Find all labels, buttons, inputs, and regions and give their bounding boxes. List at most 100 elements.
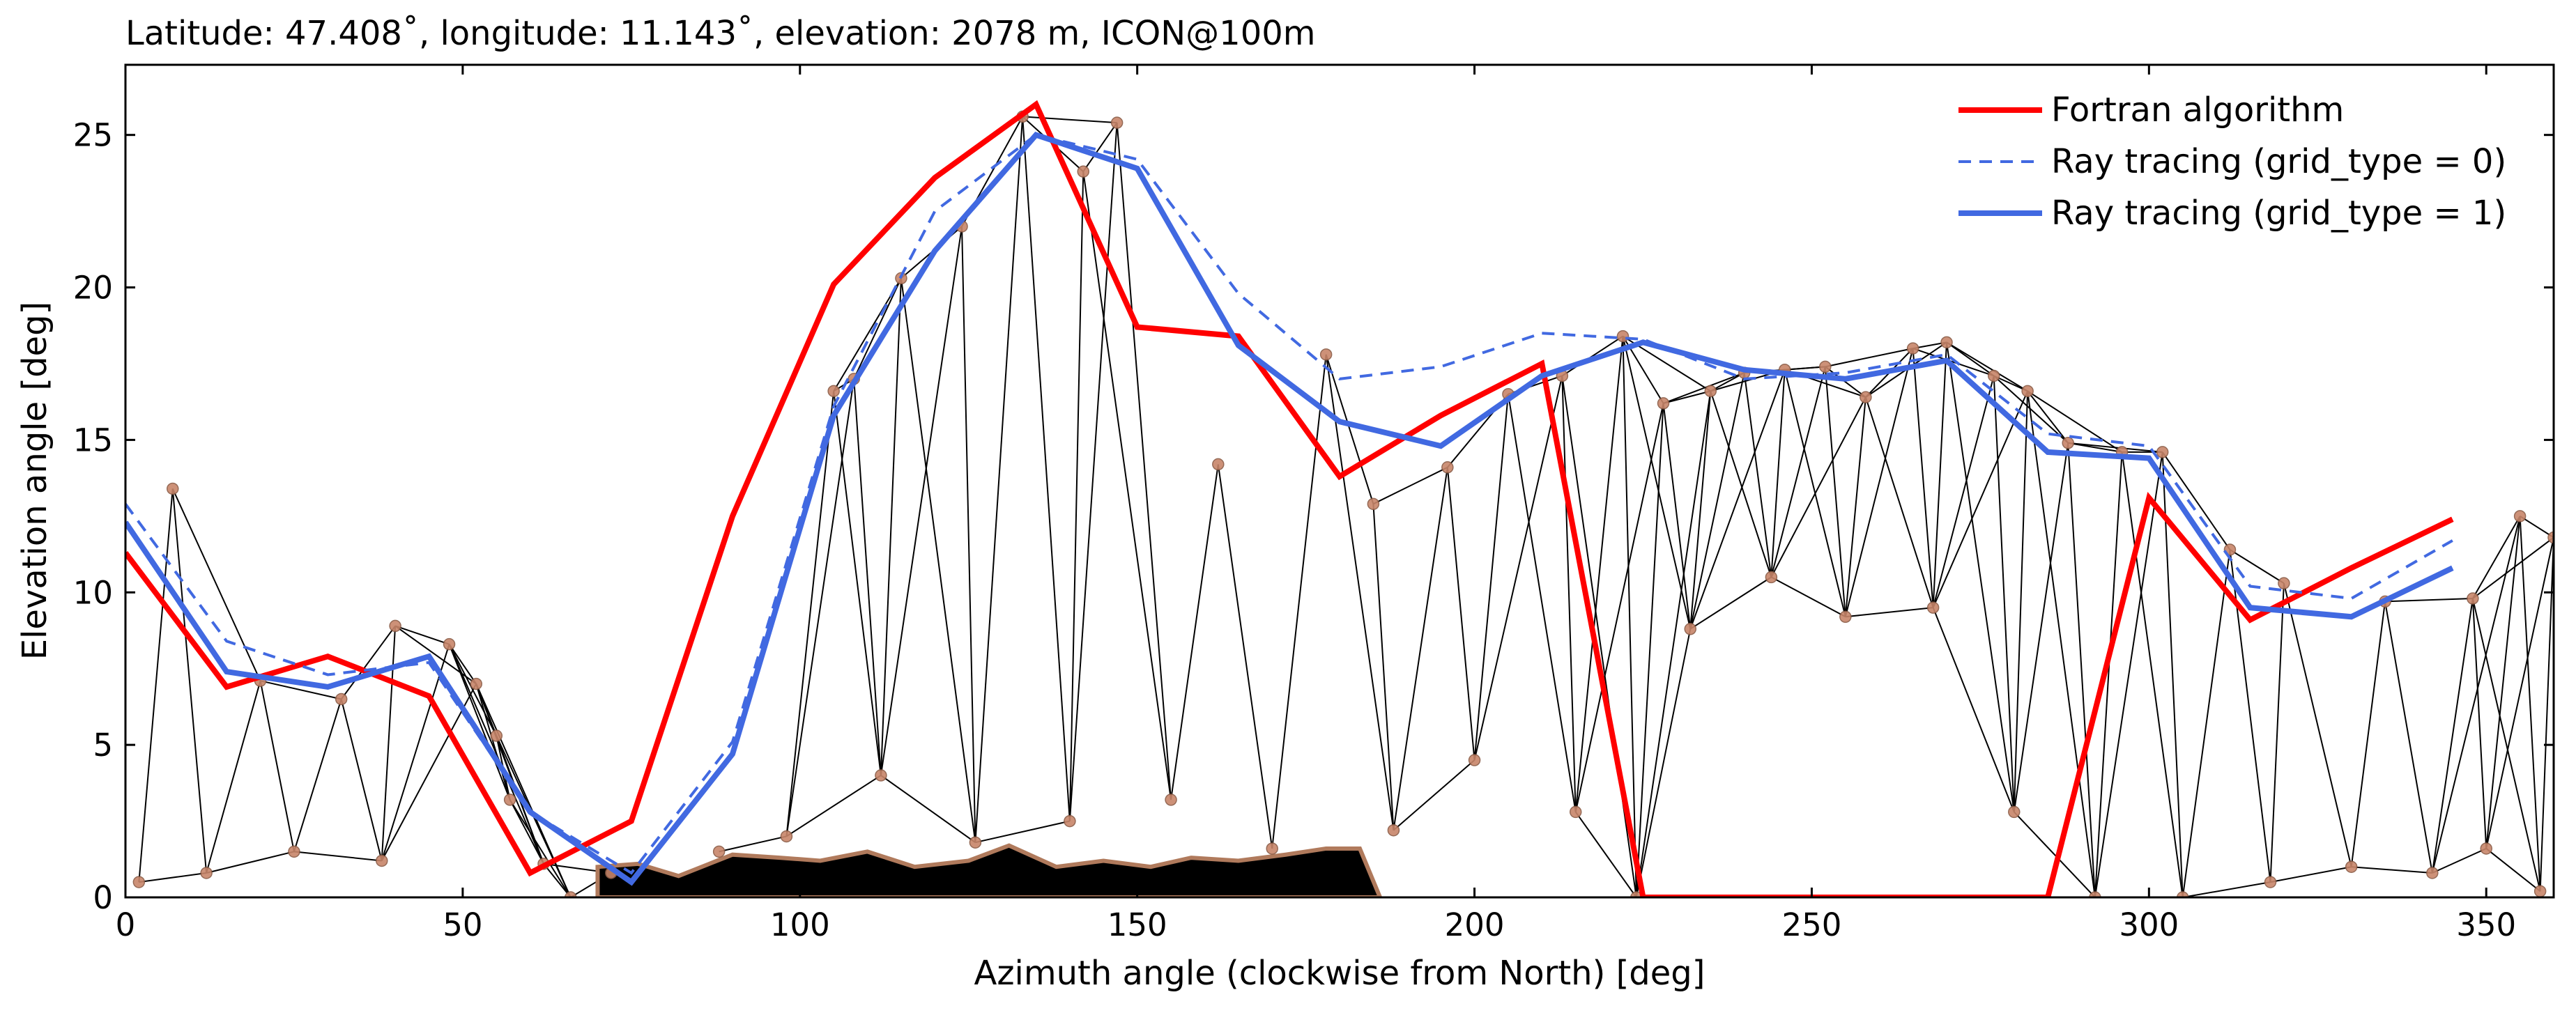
terrain-vertex (389, 619, 401, 633)
terrain-edge (293, 851, 382, 862)
terrain-edge (2014, 811, 2096, 897)
terrain-edge (1635, 391, 1712, 897)
terrain-edge (1844, 397, 1866, 617)
terrain-edge (2471, 516, 2521, 599)
terrain-edge (1663, 390, 1711, 404)
terrain-edge (1068, 123, 1118, 821)
terrain-vertex (1441, 461, 1454, 474)
terrain-edge (1561, 376, 1577, 812)
terrain-edge (833, 391, 882, 776)
terrain-vertex (2021, 385, 2034, 398)
terrain-edge (1743, 372, 1772, 578)
terrain-edge (853, 378, 882, 775)
y-tick-label: 0 (93, 879, 113, 916)
terrain-edge (2270, 866, 2352, 883)
terrain-edge (2068, 442, 2163, 453)
terrain-edge (1770, 366, 1826, 578)
terrain-edge (2283, 582, 2352, 867)
terrain-edge (1574, 336, 1624, 812)
terrain-edge (1932, 390, 2029, 608)
terrain-edge (961, 226, 976, 843)
x-tick-label: 0 (116, 906, 136, 943)
terrain-vertex (1110, 116, 1124, 129)
terrain-edge (1825, 366, 1866, 398)
terrain-vertex (1765, 571, 1778, 584)
terrain-edge (543, 863, 572, 897)
terrain-vertex (2513, 510, 2527, 523)
terrain-edge (1446, 467, 1475, 761)
terrain-edge (2121, 451, 2184, 897)
legend-label-2: Ray tracing (grid_type = 0) (2051, 142, 2506, 181)
terrain-vertex (503, 794, 516, 806)
terrain-edge (2350, 601, 2386, 867)
terrain-edge (1574, 811, 1637, 897)
terrain-edge (475, 683, 511, 801)
terrain-edge (1993, 376, 2015, 812)
terrain-vertex (1704, 385, 1717, 398)
terrain-edge (1825, 348, 1913, 368)
terrain-edge (1770, 396, 1866, 578)
terrain-vertex (335, 693, 348, 706)
terrain-vertex (969, 836, 982, 849)
terrain-edge (448, 644, 477, 685)
terrain-vertex (2264, 876, 2277, 888)
terrain-edge (1082, 171, 1172, 801)
terrain-edge (259, 681, 295, 852)
terrain-vertex (443, 637, 456, 651)
terrain-edge (1993, 375, 2069, 444)
series-lines (125, 100, 2454, 897)
terrain-vertex (2156, 446, 2169, 458)
terrain-edge (1622, 336, 1637, 897)
terrain-vertex (1468, 754, 1481, 766)
terrain-edge (880, 278, 902, 775)
terrain-edge (853, 277, 902, 380)
x-tick-label: 350 (2456, 906, 2516, 943)
terrain-edge (2431, 516, 2521, 874)
terrain-edge (1770, 369, 1786, 578)
terrain-edge (1473, 394, 1509, 761)
terrain-edge (2384, 601, 2433, 874)
terrain-edge (1393, 759, 1475, 831)
y-axis: 0 5 10 15 20 25 (73, 117, 2554, 916)
terrain-vertex (2008, 805, 2021, 819)
terrain-edge (1946, 341, 2028, 392)
legend-label-1: Fortran algorithm (2051, 91, 2344, 130)
x-tick-label: 100 (770, 906, 830, 943)
terrain-edge (785, 391, 835, 837)
terrain-edge (1271, 354, 1327, 849)
terrain-edge (1507, 394, 1577, 812)
terrain-edge (900, 278, 976, 843)
x-axis-label: Azimuth angle (clockwise from North) [de… (974, 954, 1705, 993)
terrain-edge (2485, 848, 2541, 892)
terrain-vertex (376, 854, 388, 867)
x-axis: 0 50 100 150 200 250 300 350 (116, 65, 2516, 943)
terrain-vertex (2480, 842, 2492, 855)
terrain-edge (2027, 391, 2096, 897)
terrain-vertex (2089, 891, 2101, 897)
terrain-edge (1170, 464, 1219, 801)
terrain-edge (171, 488, 208, 874)
terrain-edge (2027, 390, 2123, 453)
legend-label-3: Ray tracing (grid_type = 1) (2051, 194, 2506, 233)
terrain-edge (1932, 342, 1947, 608)
terrain-edge (2485, 516, 2521, 849)
terrain-edge (1574, 403, 1664, 812)
terrain-edge (1912, 348, 1995, 377)
terrain-vertex (2426, 867, 2439, 879)
terrain-vertex (166, 482, 179, 495)
series-line-3 (125, 132, 2454, 886)
terrain-edge (1022, 116, 1117, 124)
terrain-vertex (2176, 891, 2189, 897)
terrain-edge (1824, 366, 1846, 617)
terrain-edge (2519, 516, 2541, 892)
terrain-edge (509, 799, 544, 865)
x-tick-label: 150 (1107, 906, 1167, 943)
terrain-vertex (1064, 814, 1076, 828)
terrain-edge (880, 775, 976, 844)
terrain-edge (340, 625, 396, 700)
terrain-vertex (1569, 805, 1582, 819)
terrain-vertex (875, 769, 887, 782)
terrain-vertex (470, 677, 482, 690)
terrain-edge (1932, 607, 2015, 812)
terrain-edge (1325, 354, 1374, 504)
